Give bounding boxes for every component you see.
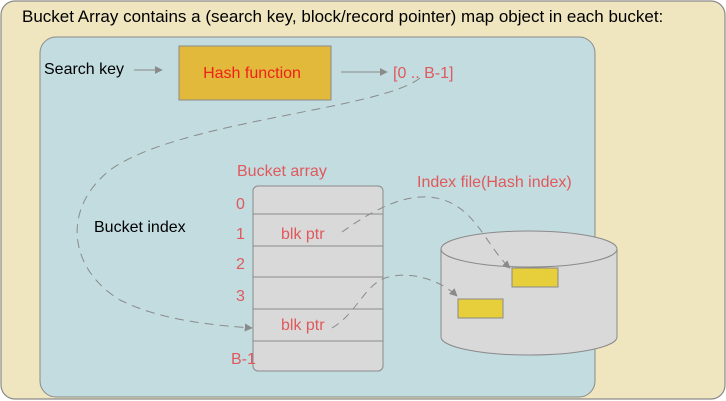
bucket-index-label: Bucket index: [94, 219, 186, 236]
bucket-array-label: Bucket array: [237, 163, 327, 180]
row-index-b-1: B-1: [231, 351, 256, 368]
pointer-arrow-2: [331, 274, 458, 329]
hash-function-label: Hash function: [203, 65, 301, 82]
index-file-cylinder: [440, 230, 618, 356]
row-index-3: 3: [236, 288, 245, 305]
hash-function-box: [178, 45, 332, 101]
row-index-0: 0: [236, 196, 245, 213]
bucket-index-curve: [76, 77, 421, 332]
row-4-pointer: blk ptr: [281, 317, 325, 334]
index-record-1: [511, 267, 559, 288]
bucket-array-dividers: [253, 213, 383, 342]
diagram-title: Bucket Array contains a (search key, blo…: [22, 7, 663, 26]
range-label: [0 .. B-1]: [393, 65, 453, 82]
search-key-label: Search key: [44, 61, 124, 78]
row-index-2: 2: [236, 256, 245, 273]
row-1-pointer: blk ptr: [281, 226, 325, 243]
row-index-1: 1: [236, 226, 245, 243]
index-file-label: Index file(Hash index): [417, 174, 572, 191]
index-record-2: [457, 298, 504, 319]
